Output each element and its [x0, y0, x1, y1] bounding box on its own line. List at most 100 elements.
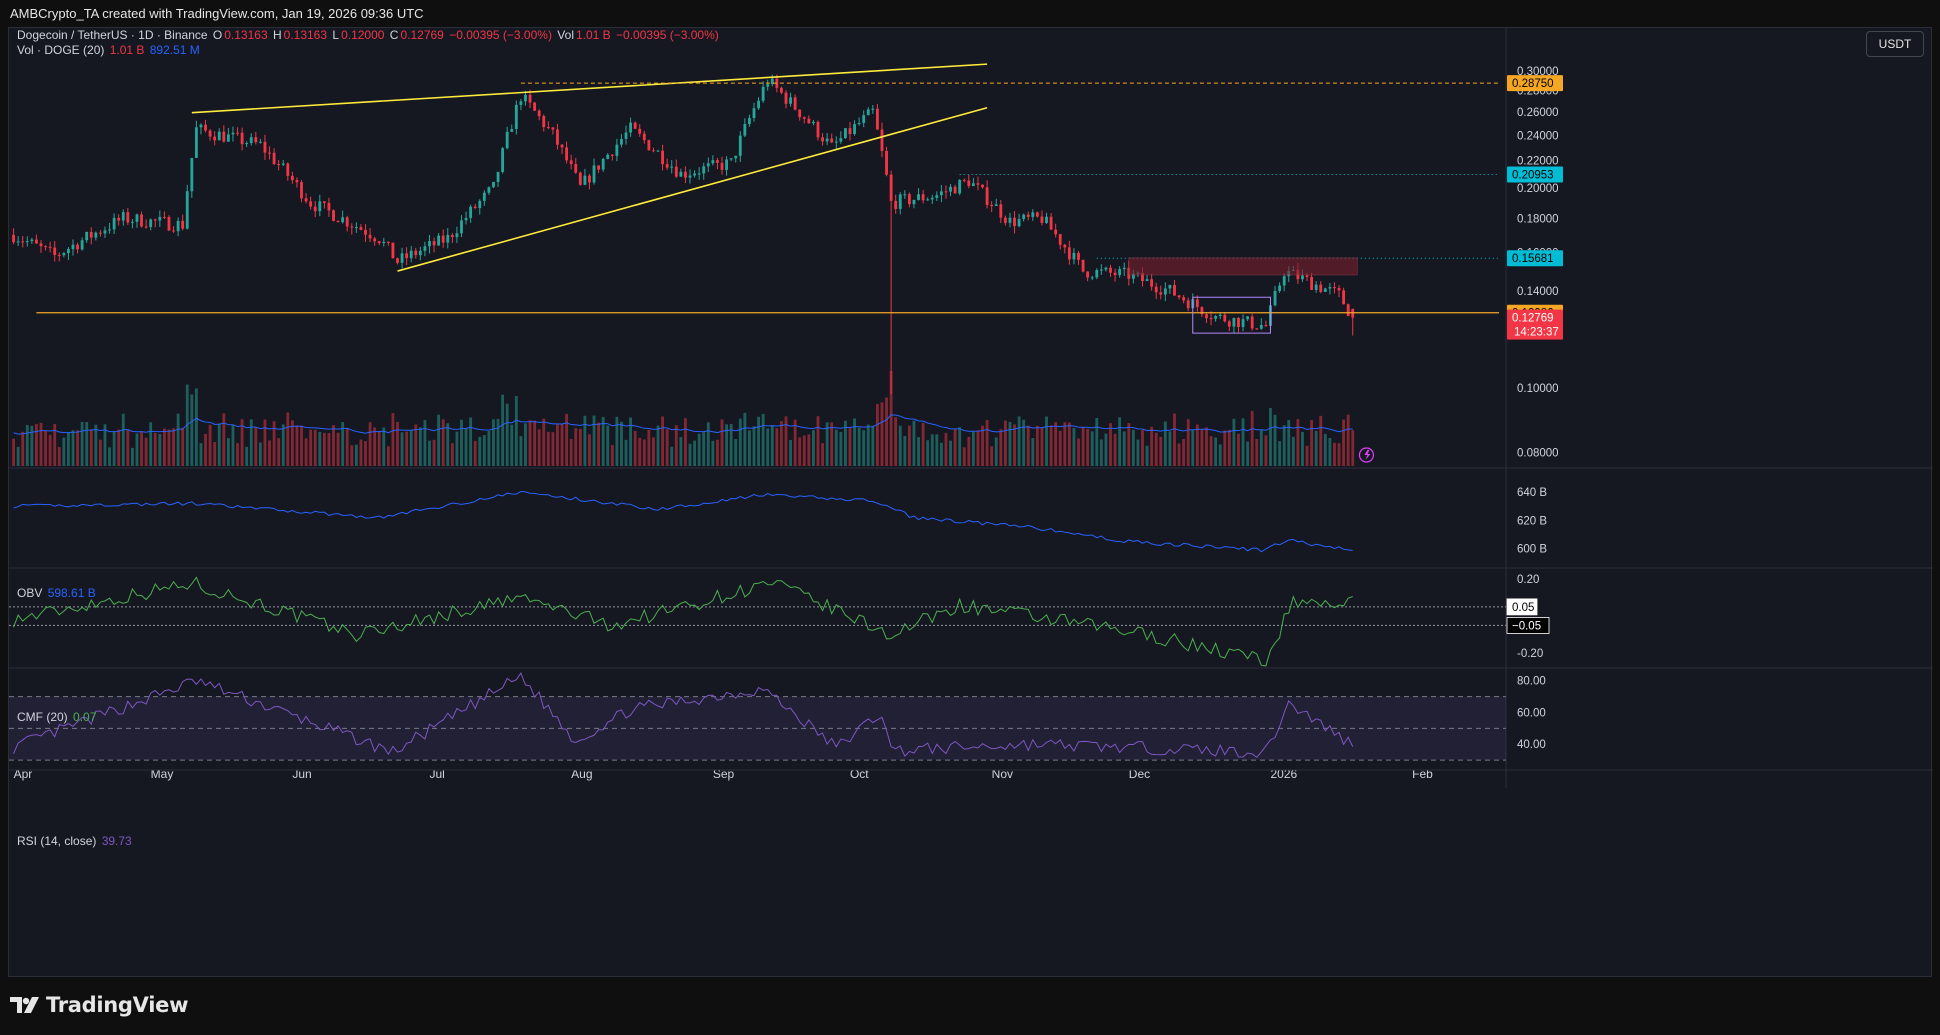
volume-bar	[1067, 422, 1071, 466]
candle-body	[341, 217, 345, 223]
rsi-name[interactable]: RSI (14, close)	[17, 834, 97, 848]
volume-bar	[1191, 430, 1195, 466]
candle-body	[711, 160, 715, 164]
candle-body	[350, 226, 354, 228]
volume-bar	[853, 418, 856, 466]
volume-bar	[1287, 419, 1291, 466]
volume-bar	[44, 430, 47, 466]
currency-button[interactable]: USDT	[1866, 31, 1924, 57]
volume-bar	[16, 446, 20, 466]
volume-bar	[1333, 442, 1336, 466]
candle-body	[469, 206, 473, 218]
volume-bar	[501, 394, 505, 466]
candle-body	[885, 150, 888, 175]
candle-body	[606, 154, 610, 159]
volume-bar	[926, 440, 930, 466]
candle-body	[688, 175, 692, 178]
candle-body	[656, 150, 660, 152]
volume-bar	[766, 428, 770, 466]
volume-bar	[597, 422, 601, 466]
candle-body	[693, 173, 696, 176]
candle-body	[313, 206, 317, 212]
volume-bar	[1104, 433, 1108, 466]
candle-body	[80, 240, 84, 250]
candle-body	[359, 227, 363, 230]
volume-bar	[135, 433, 139, 466]
symbol-title[interactable]: Dogecoin / TetherUS · 1D · Binance	[17, 28, 208, 42]
chart-frame[interactable]: 0.30000 0.28000 0.26000 0.24000 0.22000 0.200…	[8, 27, 1933, 978]
candle-body	[76, 244, 79, 250]
volume-bar	[816, 416, 820, 466]
price-label-text: 0.15681	[1512, 253, 1554, 265]
candle-body	[153, 219, 157, 221]
candle-body	[528, 94, 532, 103]
volume-bar	[103, 424, 107, 466]
candle-body	[505, 131, 509, 149]
volume-bar	[1237, 433, 1240, 466]
volume-bar	[944, 432, 948, 466]
candle-body	[98, 232, 102, 234]
brand-name: TradingView	[46, 993, 189, 1017]
volume-bar	[1109, 423, 1112, 466]
candle-body	[162, 216, 166, 218]
volume-bar	[1154, 432, 1158, 466]
candle-body	[766, 84, 770, 87]
time-axis-label: Aug	[571, 767, 592, 781]
volume-bar	[62, 437, 66, 466]
volume-bar	[1118, 417, 1122, 466]
candle-body	[1045, 216, 1048, 223]
candle-body	[382, 241, 386, 244]
time-axis-label: Sep	[713, 767, 735, 781]
volume-bar	[39, 422, 43, 466]
candle-body	[1278, 285, 1282, 291]
open-value: 0.13163	[224, 28, 268, 42]
range-box	[1192, 296, 1271, 334]
candle-body	[706, 163, 710, 167]
volume-bar	[35, 424, 38, 466]
candle-body	[816, 121, 820, 138]
candle-body	[926, 199, 930, 201]
volume-bar	[364, 441, 367, 466]
volume-bar	[158, 434, 162, 466]
volume-bar	[633, 431, 637, 466]
volume-bar	[350, 445, 354, 466]
obv-name[interactable]: OBV	[17, 586, 43, 600]
volume-bar	[981, 425, 984, 466]
volume-bar	[935, 434, 939, 466]
volume-bar	[396, 421, 399, 466]
candle-body	[615, 144, 619, 156]
volume-bar	[1026, 425, 1030, 466]
candle-body	[944, 191, 948, 193]
candle-body	[702, 166, 706, 174]
price-label-box	[1507, 75, 1563, 92]
volume-bar	[441, 419, 445, 466]
volume-bar	[533, 420, 537, 466]
cmf-name[interactable]: CMF (20)	[17, 710, 68, 724]
volume-bar	[85, 422, 89, 466]
volume-bar	[1031, 438, 1035, 466]
brand-logo[interactable]: TradingView	[10, 993, 188, 1017]
candle-body	[217, 131, 221, 141]
volume-bar	[962, 447, 966, 466]
volume-bar	[1214, 437, 1218, 466]
candle-body	[588, 175, 591, 183]
volume-bar	[405, 431, 409, 466]
volume-bar	[848, 428, 852, 466]
volume-bar	[1035, 425, 1039, 466]
rsi-tick-label: 40.00	[1517, 739, 1546, 751]
candle-body	[1301, 275, 1304, 280]
volume-bar	[693, 440, 696, 466]
candle-body	[583, 175, 587, 185]
volume-bar	[94, 424, 98, 466]
volume-bar	[268, 440, 271, 466]
volume-bar	[332, 425, 335, 466]
volume-indicator-name[interactable]: Vol · DOGE (20)	[17, 43, 105, 57]
candle-body	[597, 165, 601, 170]
volume-bar	[418, 427, 422, 466]
candle-body	[300, 182, 303, 199]
candle-body	[450, 234, 454, 238]
chart-canvas[interactable]: 0.300000.280000.260000.240000.220000.200…	[9, 28, 1933, 978]
volume-bar	[679, 437, 683, 466]
candle-body	[194, 127, 198, 158]
candle-body	[309, 201, 313, 207]
